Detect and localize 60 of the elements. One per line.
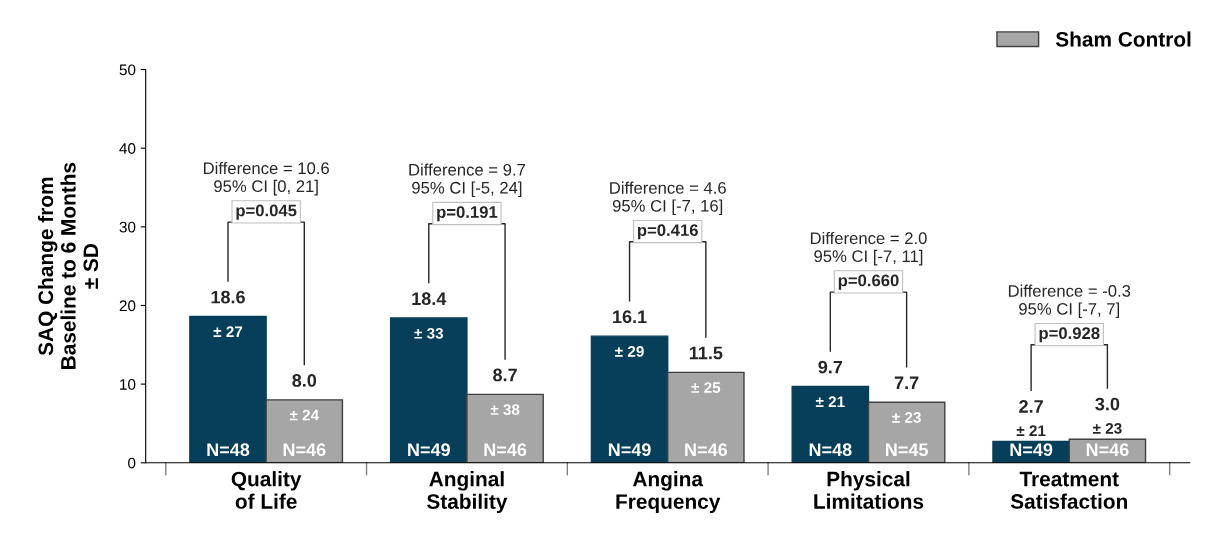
bar xyxy=(265,399,344,463)
annotation: N=46 xyxy=(1086,443,1129,457)
y-tick-label: 20 xyxy=(119,300,136,312)
annotation: N=45 xyxy=(886,443,928,457)
data-label: 2.7 xyxy=(1019,400,1043,413)
x-tick-label: Anginal Stability xyxy=(427,471,508,514)
annotation: N=49 xyxy=(1010,443,1053,457)
data-label: 7.7 xyxy=(894,376,919,390)
annotation: ± 21 xyxy=(815,396,845,407)
bar xyxy=(667,371,745,463)
x-tick-label: Angina Frequency xyxy=(616,471,721,514)
data-label: 3.0 xyxy=(1095,397,1120,411)
data-label: 8.7 xyxy=(493,368,517,382)
bar xyxy=(189,315,267,463)
annotation: Difference = 4.6 95% CI [-7, 16] xyxy=(610,181,726,216)
data-label: 9.7 xyxy=(818,360,843,374)
annotation: N=49 xyxy=(408,443,450,457)
data-label: 11.5 xyxy=(689,346,723,360)
annotation: ± 27 xyxy=(213,326,243,337)
annotation: p=0.416 xyxy=(637,224,698,240)
annotation: ± 33 xyxy=(414,327,444,339)
y-tick-label: 0 xyxy=(128,457,136,469)
annotation: p=0.928 xyxy=(1039,327,1100,343)
annotation: ± 25 xyxy=(691,382,721,393)
x-tick-label: Treatment Satisfaction xyxy=(1010,471,1128,509)
data-label: 18.6 xyxy=(211,290,245,304)
y-tick-label: 50 xyxy=(119,64,136,76)
y-axis-title: SAQ Change from Baseline to 6 Months ± SD xyxy=(37,162,99,369)
annotation: Difference = 9.7 95% CI [-5, 24] xyxy=(409,163,526,197)
y-tick-label: 10 xyxy=(120,379,136,390)
x-tick-label: Quality of Life xyxy=(231,471,302,509)
annotation: ± 23 xyxy=(1092,422,1122,434)
annotation: ± 23 xyxy=(892,412,921,423)
annotation: ± 29 xyxy=(615,346,644,357)
annotation: Difference = 2.0 95% CI [-7, 11] xyxy=(810,231,927,266)
annotation: ± 38 xyxy=(490,404,520,416)
bar xyxy=(791,385,870,463)
annotation: N=48 xyxy=(809,443,852,457)
annotation: p=0.660 xyxy=(838,274,899,290)
y-tick-label: 30 xyxy=(119,221,136,233)
data-label: 16.1 xyxy=(613,310,647,324)
annotation: N=49 xyxy=(608,443,651,457)
annotation: N=46 xyxy=(484,443,527,457)
annotation: p=0.191 xyxy=(437,206,498,222)
annotation: Difference = 10.6 95% CI [0, 21] xyxy=(203,161,329,196)
bar xyxy=(389,317,468,463)
data-label: 18.4 xyxy=(412,292,447,306)
annotation: N=48 xyxy=(207,443,250,457)
x-tick-label: Physical Limitations xyxy=(814,471,924,509)
annotation: ± 21 xyxy=(1016,425,1046,437)
legend-label: Sham Control xyxy=(1055,31,1191,47)
data-label: 8.0 xyxy=(292,374,317,387)
annotation: p=0.045 xyxy=(236,204,297,220)
annotation: N=46 xyxy=(283,443,326,457)
annotation: Difference = -0.3 95% CI [-7, 7] xyxy=(1008,284,1131,319)
bar xyxy=(466,393,544,463)
bar xyxy=(590,335,669,463)
annotation: N=46 xyxy=(685,443,728,457)
y-tick-label: 40 xyxy=(119,143,136,154)
annotation: ± 24 xyxy=(289,409,320,421)
